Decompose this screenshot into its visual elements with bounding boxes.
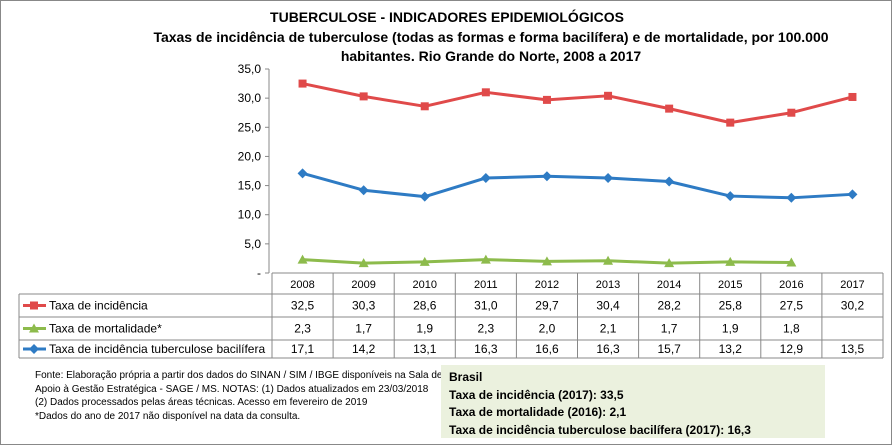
data-point bbox=[358, 258, 369, 268]
legend-label: Taxa de incidência tuberculose bacilífer… bbox=[49, 342, 265, 356]
data-point bbox=[420, 102, 429, 111]
data-point bbox=[604, 91, 613, 100]
y-tick-label: 35,0 bbox=[238, 62, 262, 76]
data-label: 29,7 bbox=[535, 299, 559, 313]
data-label: 1,9 bbox=[722, 322, 739, 336]
data-point bbox=[480, 254, 491, 264]
data-point bbox=[542, 95, 551, 104]
brasil-line: Taxa de mortalidade (2016): 2,1 bbox=[449, 405, 627, 419]
data-point bbox=[481, 88, 490, 97]
data-label: 2,0 bbox=[539, 322, 556, 336]
y-tick-label: 20,0 bbox=[238, 149, 262, 163]
data-point bbox=[725, 191, 736, 202]
data-point bbox=[359, 92, 368, 101]
data-label: 28,6 bbox=[413, 299, 437, 313]
y-tick-label: 15,0 bbox=[238, 179, 262, 193]
data-label: 31,0 bbox=[474, 299, 498, 313]
x-tick-label: 2015 bbox=[718, 279, 742, 291]
data-point bbox=[297, 254, 308, 264]
legend-marker bbox=[29, 344, 39, 354]
data-point bbox=[298, 79, 307, 88]
data-label: 12,9 bbox=[780, 342, 804, 356]
data-label: 1,9 bbox=[416, 322, 433, 336]
data-point bbox=[725, 256, 736, 266]
data-point bbox=[847, 189, 858, 200]
x-tick-label: 2012 bbox=[535, 279, 559, 291]
y-tick-label: 10,0 bbox=[238, 208, 262, 222]
data-point bbox=[848, 92, 857, 101]
data-point bbox=[541, 256, 552, 266]
data-label: 13,5 bbox=[841, 342, 865, 356]
data-label: 30,2 bbox=[841, 299, 865, 313]
data-label: 16,3 bbox=[596, 342, 620, 356]
legend-label: Taxa de incidência bbox=[49, 299, 148, 313]
data-point bbox=[358, 185, 369, 196]
data-label: 25,8 bbox=[719, 299, 743, 313]
data-label: 30,4 bbox=[596, 299, 620, 313]
x-tick-label: 2009 bbox=[351, 279, 375, 291]
y-tick-label: 5,0 bbox=[244, 237, 261, 251]
data-label: 15,7 bbox=[657, 342, 681, 356]
data-label: 13,2 bbox=[719, 342, 743, 356]
data-point bbox=[541, 171, 552, 182]
x-tick-label: 2014 bbox=[657, 279, 681, 291]
y-tick-label: - bbox=[257, 266, 261, 280]
data-point bbox=[664, 258, 675, 268]
data-label: 28,2 bbox=[657, 299, 681, 313]
data-label: 16,3 bbox=[474, 342, 498, 356]
data-point bbox=[787, 108, 796, 117]
data-point bbox=[786, 192, 797, 203]
note-line: (2) Dados processados pelas áreas técnic… bbox=[35, 397, 368, 408]
y-tick-label: 25,0 bbox=[238, 120, 262, 134]
data-label: 14,2 bbox=[352, 342, 376, 356]
x-tick-label: 2017 bbox=[840, 279, 864, 291]
data-label: 16,6 bbox=[535, 342, 559, 356]
data-label: 1,8 bbox=[783, 322, 800, 336]
x-tick-label: 2010 bbox=[413, 279, 437, 291]
data-label: 17,1 bbox=[291, 342, 315, 356]
chart-title: TUBERCULOSE - INDICADORES EPIDEMIOLÓGICO… bbox=[270, 9, 624, 25]
data-label: 27,5 bbox=[780, 299, 804, 313]
data-point bbox=[419, 256, 430, 266]
x-tick-label: 2008 bbox=[290, 279, 314, 291]
brasil-box: Brasil Taxa de incidência (2017): 33,5 T… bbox=[441, 365, 825, 438]
data-point bbox=[726, 118, 735, 127]
data-point bbox=[664, 176, 675, 187]
x-tick-label: 2013 bbox=[596, 279, 620, 291]
data-point bbox=[419, 191, 430, 202]
legend-marker bbox=[30, 301, 38, 310]
legend-marker bbox=[29, 323, 39, 333]
data-label: 30,3 bbox=[352, 299, 376, 313]
chart-subtitle: Taxas de incidência de tuberculose (toda… bbox=[153, 29, 829, 64]
source-notes: Fonte: Elaboração própria a partir dos d… bbox=[35, 369, 445, 423]
data-point bbox=[665, 104, 674, 113]
data-point bbox=[603, 255, 614, 265]
data-label: 13,1 bbox=[413, 342, 437, 356]
x-tick-label: 2011 bbox=[474, 279, 498, 291]
data-point bbox=[603, 172, 614, 183]
data-label: 2,3 bbox=[294, 322, 311, 336]
data-point bbox=[786, 257, 797, 267]
note-line: Fonte: Elaboração própria a partir dos d… bbox=[35, 370, 443, 395]
data-label: 2,1 bbox=[600, 322, 617, 336]
data-label: 32,5 bbox=[291, 299, 315, 313]
series-line bbox=[302, 82, 853, 125]
brasil-title: Brasil bbox=[449, 370, 483, 384]
data-label: 2,3 bbox=[478, 322, 495, 336]
series-line bbox=[302, 171, 853, 200]
data-label: 1,7 bbox=[355, 322, 372, 336]
y-tick-label: 30,0 bbox=[238, 91, 262, 105]
x-tick-label: 2016 bbox=[779, 279, 803, 291]
data-point bbox=[480, 172, 491, 183]
brasil-line: Taxa de incidência (2017): 33,5 bbox=[449, 387, 624, 402]
note-line: *Dados do ano de 2017 não disponível na … bbox=[35, 410, 301, 422]
data-point bbox=[297, 168, 308, 179]
legend-label: Taxa de mortalidade* bbox=[49, 322, 162, 336]
data-label: 1,7 bbox=[661, 322, 678, 336]
brasil-line: Taxa de incidência tuberculose bacilífer… bbox=[449, 422, 751, 437]
